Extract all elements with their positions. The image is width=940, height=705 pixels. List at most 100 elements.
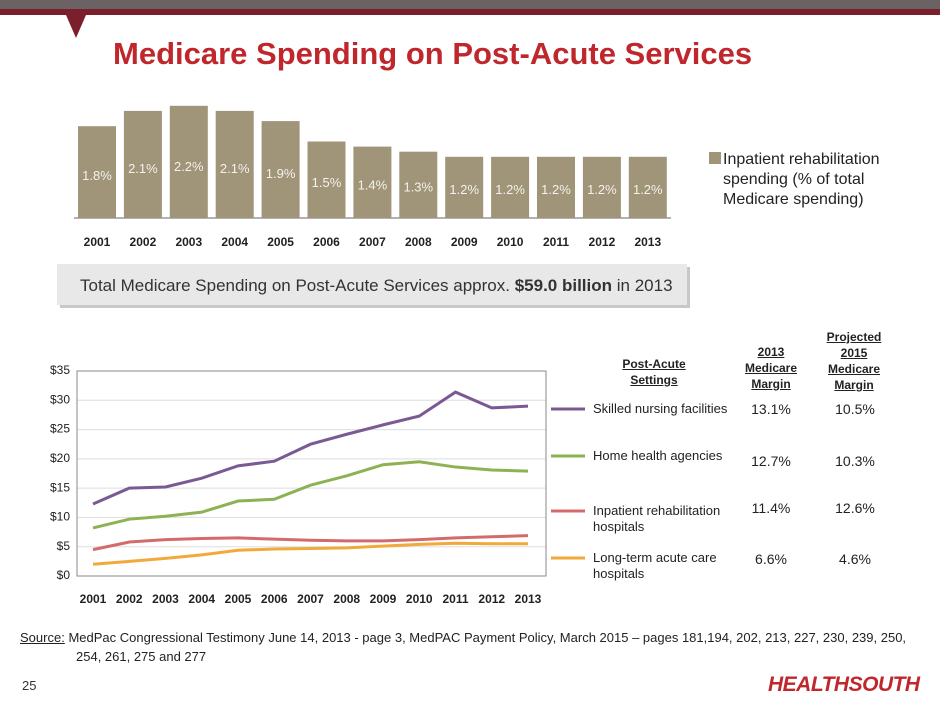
bar <box>261 121 300 218</box>
bar-label: 1.2% <box>633 182 663 197</box>
y-tick-label: $5 <box>57 539 71 553</box>
table-cell: 13.1% <box>751 401 791 417</box>
x-tick-label: 2012 <box>589 235 616 249</box>
legend-label: Skilled nursing facilities <box>593 401 728 416</box>
top-stripe <box>0 0 940 9</box>
y-tick-label: $35 <box>50 363 70 377</box>
table-cell: 11.4% <box>751 500 791 516</box>
banner-text: Total Medicare Spending on Post-Acute Se… <box>80 276 673 296</box>
bar-label: 2.1% <box>220 161 250 176</box>
bar-label: 1.3% <box>403 180 433 195</box>
bar <box>445 156 484 218</box>
table-cell: 12.7% <box>751 453 791 469</box>
bar <box>491 156 530 218</box>
bar-label: 1.8% <box>82 168 112 183</box>
bar <box>353 146 392 218</box>
bar <box>307 141 346 218</box>
x-tick-label: 2007 <box>359 235 386 249</box>
bar <box>628 156 667 218</box>
table-cell: 10.3% <box>835 453 875 469</box>
x-tick-label: 2011 <box>442 592 468 606</box>
x-tick-label: 2006 <box>261 592 288 606</box>
x-tick-label: 2010 <box>497 235 524 249</box>
banner-before: Total Medicare Spending on Post-Acute Se… <box>80 276 510 295</box>
table-header-text: 2013 Medicare Margin <box>744 345 798 391</box>
bar <box>78 126 116 218</box>
bar <box>215 110 254 218</box>
series-line <box>92 541 528 566</box>
title: Medicare Spending on Post-Acute Services <box>113 36 753 71</box>
x-tick-label: 2013 <box>634 235 661 249</box>
source-label: Source: <box>20 630 65 645</box>
plot-frame <box>76 370 547 577</box>
y-tick-label: $10 <box>50 510 70 524</box>
bar-label: 1.4% <box>358 177 388 192</box>
banner-after: in 2013 <box>616 276 673 295</box>
x-tick-label: 2007 <box>297 592 324 606</box>
x-tick-label: 2003 <box>175 235 202 249</box>
bar-label: 2.1% <box>128 161 158 176</box>
bar-label: 2.2% <box>174 159 204 174</box>
x-tick-label: 2012 <box>478 592 505 606</box>
x-tick-label: 2009 <box>451 235 478 249</box>
source-text: MedPac Congressional Testimony June 14, … <box>68 630 907 664</box>
bar <box>399 151 438 218</box>
page-number: 25 <box>22 678 37 693</box>
bar-label: 1.9% <box>266 166 296 181</box>
series-line <box>92 460 529 530</box>
x-tick-label: 2008 <box>405 235 432 249</box>
table-cell: 6.6% <box>755 551 787 567</box>
table-header-text: Projected 2015 Medicare Margin <box>826 330 882 392</box>
table-header: 2013 Medicare Margin <box>736 344 806 392</box>
bar <box>582 156 621 218</box>
x-tick-label: 2008 <box>333 592 360 606</box>
top-band <box>0 9 940 15</box>
x-tick-label: 2006 <box>313 235 340 249</box>
x-tick-label: 2004 <box>188 592 215 606</box>
x-tick-label: 2010 <box>406 592 433 606</box>
banner-bold: $59.0 billion <box>514 276 613 295</box>
x-tick-label: 2005 <box>267 235 294 249</box>
source: Source: MedPac Congressional Testimony J… <box>20 628 920 666</box>
banner-box <box>57 264 687 305</box>
series-line <box>92 390 529 506</box>
marker <box>66 15 86 38</box>
x-tick-label: 2009 <box>370 592 397 606</box>
y-tick-label: $0 <box>57 568 71 582</box>
x-tick-label: 2005 <box>225 592 252 606</box>
x-tick-label: 2001 <box>84 235 111 249</box>
legend-label: Inpatient rehabilitation hospitals <box>593 503 721 534</box>
bar-label: 1.2% <box>495 182 525 197</box>
table-header: Projected 2015 Medicare Margin <box>818 329 890 393</box>
y-tick-label: $30 <box>50 392 70 406</box>
legend-swatch <box>709 152 721 164</box>
x-tick-label: 2001 <box>80 592 107 606</box>
bar <box>169 105 208 218</box>
bar-label: 1.5% <box>312 175 342 190</box>
y-tick-label: $20 <box>50 451 70 465</box>
x-tick-label: 2004 <box>221 235 248 249</box>
y-tick-label: $25 <box>50 422 70 436</box>
bar-label: 1.2% <box>587 182 617 197</box>
x-tick-label: 2003 <box>152 592 179 606</box>
logo: HEALTHSOUTH <box>768 673 920 696</box>
bar-label: 1.2% <box>541 182 571 197</box>
bar <box>537 156 575 218</box>
table-header: Post-Acute Settings <box>622 357 686 387</box>
bar <box>123 110 162 218</box>
legend-label: Long-term acute care hospitals <box>593 550 717 581</box>
table-cell: 10.5% <box>835 401 875 417</box>
bar-label: 1.2% <box>449 182 479 197</box>
x-tick-label: 2013 <box>515 592 542 606</box>
series-line <box>92 534 529 552</box>
x-tick-label: 2011 <box>543 235 569 249</box>
y-tick-label: $15 <box>50 480 70 494</box>
table-cell: 4.6% <box>839 551 871 567</box>
table-cell: 12.6% <box>835 500 875 516</box>
x-tick-label: 2002 <box>116 592 143 606</box>
legend-label: Inpatient rehabilitation spending (% of … <box>723 151 880 208</box>
x-tick-label: 2002 <box>130 235 157 249</box>
legend-label: Home health agencies <box>593 448 723 463</box>
